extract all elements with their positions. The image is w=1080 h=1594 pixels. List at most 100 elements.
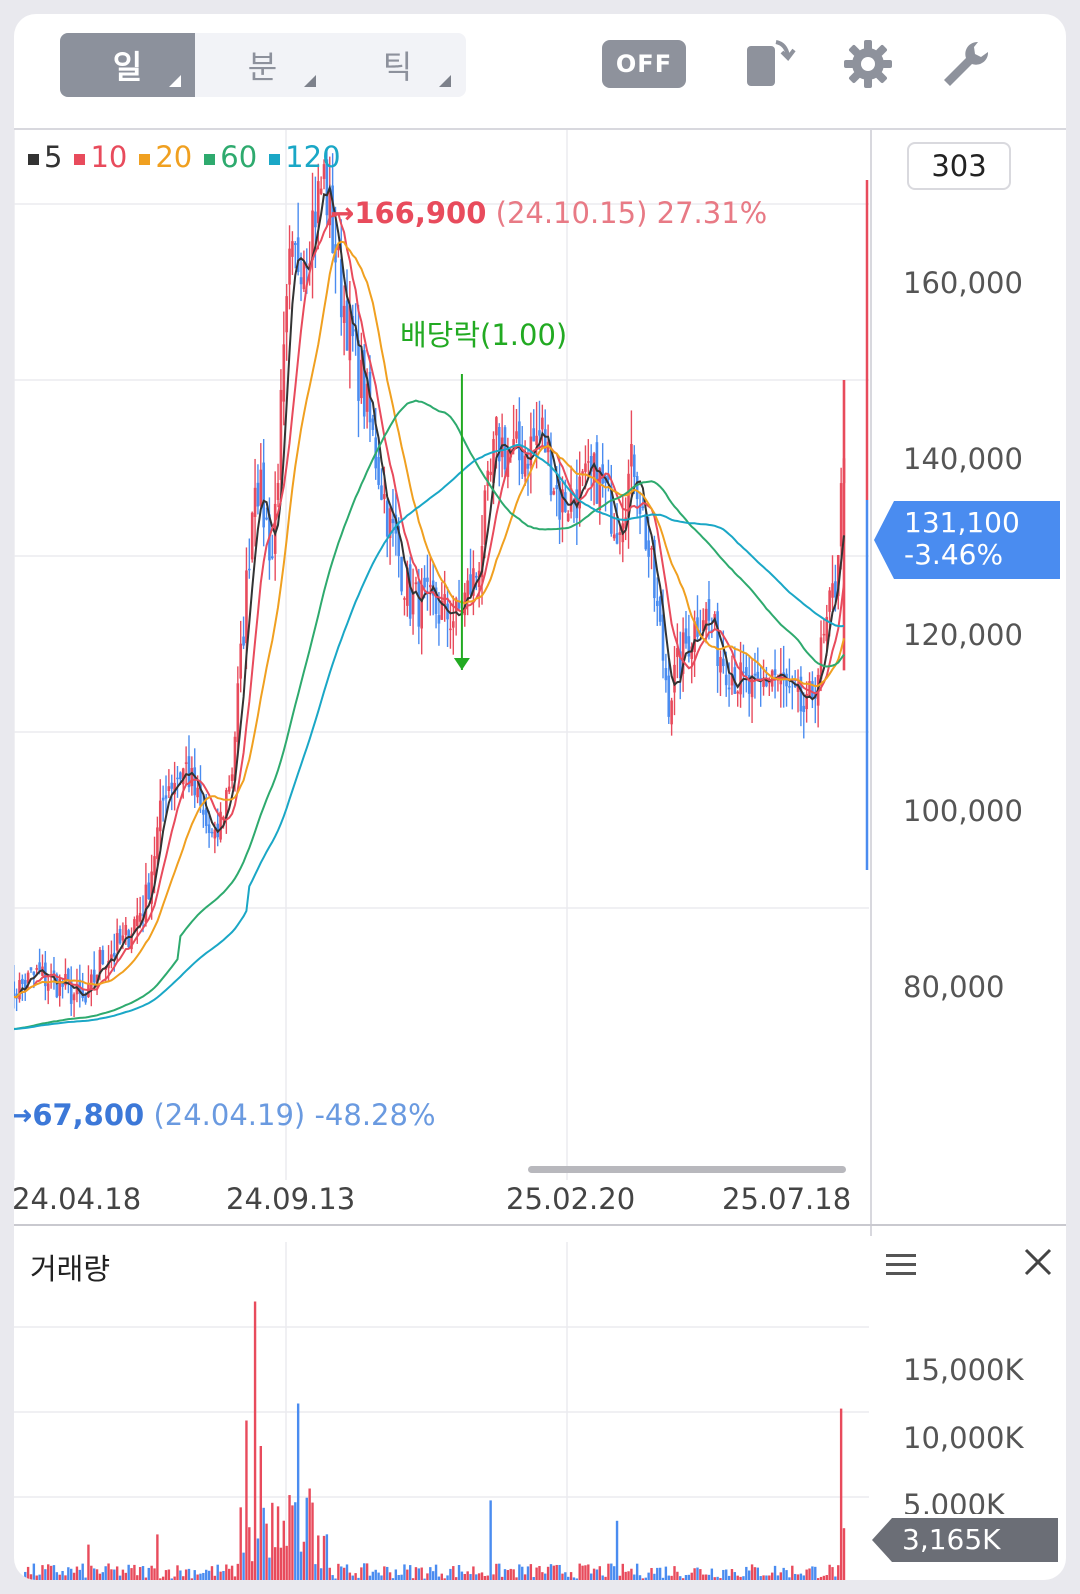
candle-body [819,637,823,680]
volume-bar [618,1575,622,1580]
period-daily-button[interactable]: 일 [60,33,195,97]
volume-chart[interactable] [14,1242,869,1580]
volume-bar [282,1520,285,1580]
volume-bar [477,1573,481,1580]
candle-body [584,463,587,472]
candle-body [331,185,334,254]
candle-body [707,599,711,621]
volume-bar [498,1563,501,1580]
period-minute-label: 분 [247,48,278,86]
volume-bar [95,1569,99,1580]
volume-bar [776,1575,780,1580]
chart-scrollbar[interactable] [528,1166,846,1173]
volume-bar [365,1563,369,1580]
candle-body [29,967,33,971]
candle-body [400,556,403,592]
volume-bar [24,1571,27,1580]
candle-body [124,924,128,935]
candle-body [469,574,472,595]
volume-bar [647,1572,650,1580]
candle-body [38,962,41,971]
legend-item-ma5[interactable]: 5 [28,140,62,174]
candle-body [325,159,329,216]
volume-bar [664,1566,668,1580]
volume-bar [834,1576,837,1580]
volume-bar [805,1569,808,1580]
dividend-annotation: 배당락(1.00) [400,318,568,352]
candle-body [236,683,240,743]
candle-body [558,481,561,520]
volume-bar [544,1573,547,1580]
candle-body [288,248,291,285]
volume-bar [489,1500,492,1580]
volume-bar [567,1576,570,1580]
volume-bar [78,1569,82,1580]
wrench-icon[interactable] [938,36,994,92]
candle-count-box[interactable]: 303 [907,142,1011,190]
legend-item-ma10[interactable]: 10 [74,140,127,174]
volume-bar [713,1577,716,1580]
candle-body [204,807,208,826]
candle-body [67,968,70,981]
period-selector: 일 분 틱 [60,33,466,97]
period-tick-label: 틱 [382,48,413,86]
volume-bar [334,1578,337,1580]
ma-line-20 [14,240,845,999]
candle-body [687,636,691,657]
period-tick-button[interactable]: 틱 [330,33,465,97]
candle-body [187,756,191,788]
volume-bar [279,1547,283,1580]
volume-bar [219,1571,222,1580]
volume-bar [449,1568,452,1580]
volume-bar [250,1561,254,1580]
volume-bar [360,1567,363,1580]
volume-bar [495,1563,498,1580]
candle-body [552,491,556,495]
candle-body [276,482,280,500]
volume-bar [506,1570,510,1580]
candle-body [788,686,791,688]
candle-body [408,564,412,619]
volume-bar [707,1574,711,1580]
volume-bar [75,1566,79,1580]
volume-bar [598,1566,602,1580]
volume-bar [170,1578,173,1580]
volume-bar [788,1577,791,1580]
volume-bar [630,1568,633,1580]
volume-bar [552,1565,556,1580]
candle-body [342,305,346,323]
volume-bar [248,1527,251,1580]
price-chart[interactable] [14,130,869,1180]
volume-bar [294,1502,297,1580]
legend-item-ma20[interactable]: 20 [139,140,192,174]
period-minute-button[interactable]: 분 [195,33,330,97]
legend-item-ma120[interactable]: 120 [269,140,341,174]
gear-icon[interactable] [840,36,896,92]
volume-bar [383,1566,386,1580]
volume-bar [14,1571,15,1580]
off-toggle-button[interactable]: OFF [602,40,686,88]
volume-bar [190,1578,194,1580]
ma-line-60 [14,399,845,1030]
volume-bar [21,1577,24,1580]
volume-bar [526,1566,530,1580]
candle-body [750,677,754,698]
candle-body [802,705,806,713]
candle-body [828,590,831,612]
volume-bar [253,1301,257,1580]
candle-body [836,555,840,597]
volume-bar [196,1574,199,1580]
volume-bar [394,1569,398,1580]
candle-body [239,643,243,679]
volume-bar [480,1572,484,1580]
legend-item-ma60[interactable]: 60 [204,140,257,174]
candle-body [420,585,423,629]
volume-bar [265,1523,268,1580]
candle-body [495,417,498,436]
candle-body [383,494,386,499]
menu-icon[interactable] [886,1252,916,1278]
volume-bar [147,1567,150,1580]
close-icon[interactable] [1024,1248,1052,1276]
rotate-screen-icon[interactable] [742,36,798,92]
volume-bar [61,1571,64,1580]
